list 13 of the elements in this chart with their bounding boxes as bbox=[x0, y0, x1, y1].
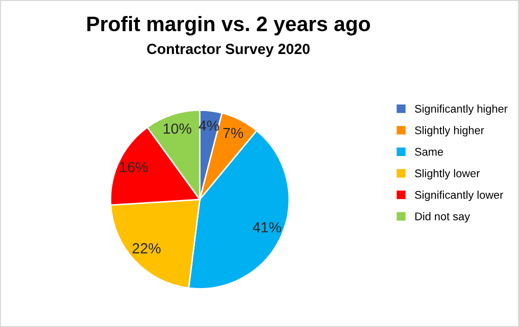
data-label: 22% bbox=[132, 243, 161, 254]
chart-title: Profit margin vs. 2 years ago bbox=[87, 16, 370, 36]
chart-subtitle: Contractor Survey 2020 bbox=[147, 44, 310, 57]
legend-label: Same bbox=[414, 148, 443, 156]
data-label: 10% bbox=[164, 123, 192, 134]
data-label: 41% bbox=[252, 222, 282, 232]
legend-label: Significantly higher bbox=[414, 104, 508, 115]
legend-label: Slightly lower bbox=[414, 169, 480, 180]
legend-label: Slightly higher bbox=[414, 126, 484, 136]
data-label: 7% bbox=[223, 128, 244, 138]
legend-label: Significantly lower bbox=[414, 190, 504, 201]
legend-label: Did not say bbox=[415, 212, 470, 223]
data-label: 16% bbox=[120, 162, 148, 172]
